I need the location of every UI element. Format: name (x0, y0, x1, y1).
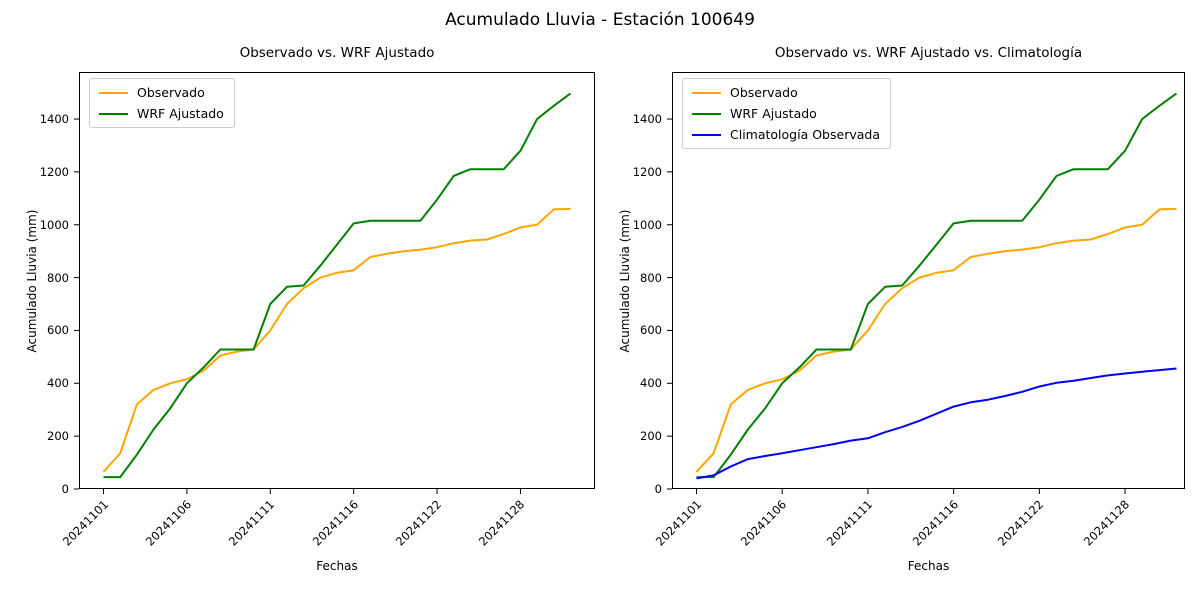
y-tick-label: 0 (654, 482, 662, 496)
y-tick-label: 1400 (632, 112, 662, 127)
axes-spines (672, 72, 1185, 489)
legend-label: WRF Ajustado (730, 106, 817, 121)
figure-title: Acumulado Lluvia - Estación 100649 (445, 10, 755, 30)
y-tick-label: 800 (47, 270, 69, 285)
y-tick-label: 600 (47, 323, 69, 338)
y-tick-label: 600 (640, 323, 662, 338)
left-chart: Observado vs. WRF Ajustado Acumulado Llu… (25, 45, 595, 573)
series-line-climatolog-a-observada (696, 367, 1177, 480)
y-tick-label: 400 (47, 376, 69, 391)
y-tick-label: 800 (640, 270, 662, 285)
left-chart-title: Observado vs. WRF Ajustado (239, 45, 435, 61)
legend-label: WRF Ajustado (137, 106, 224, 121)
series-line-observado (695, 207, 1177, 473)
y-tick-label: 1400 (39, 112, 69, 127)
legend: Observado WRF Ajustado (89, 78, 235, 128)
legend-item: Climatología Observada (692, 127, 880, 142)
y-tick-label: 1200 (632, 164, 662, 179)
legend-line-swatch (692, 112, 721, 115)
axes-spines (79, 72, 595, 489)
y-tick-label: 200 (640, 429, 662, 444)
y-tick-label: 1000 (39, 217, 69, 232)
right-chart-title: Observado vs. WRF Ajustado vs. Climatolo… (774, 45, 1083, 61)
series-line-wrf-ajustado (103, 92, 572, 479)
y-tick-label: 1000 (632, 217, 662, 232)
legend-item: WRF Ajustado (692, 106, 880, 121)
legend-item: Observado (99, 85, 224, 100)
y-tick-label: 1200 (39, 164, 69, 179)
legend-line-swatch (99, 112, 128, 115)
y-tick-label: 400 (640, 376, 662, 391)
legend-line-swatch (99, 91, 128, 94)
y-tick-label: 200 (47, 429, 69, 444)
y-tick-label: 0 (61, 482, 69, 496)
series-line-observado (102, 207, 571, 473)
legend-line-swatch (692, 91, 721, 94)
legend-item: WRF Ajustado (99, 106, 224, 121)
series-line-wrf-ajustado (696, 92, 1178, 479)
legend: Observado WRF Ajustado Climatología Observ… (682, 78, 891, 149)
left-x-axis-label: Fechas (316, 559, 358, 573)
legend-line-swatch (692, 133, 721, 136)
plot-area (667, 72, 1185, 494)
right-x-axis-label: Fechas (907, 559, 950, 573)
plot-area (74, 72, 595, 494)
right-chart: Observado vs. WRF Ajustado vs. Climatolo… (618, 45, 1185, 573)
legend-label: Observado (137, 85, 205, 100)
legend-label: Observado (730, 85, 798, 100)
legend-item: Observado (692, 85, 880, 100)
legend-label: Climatología Observada (730, 127, 880, 142)
